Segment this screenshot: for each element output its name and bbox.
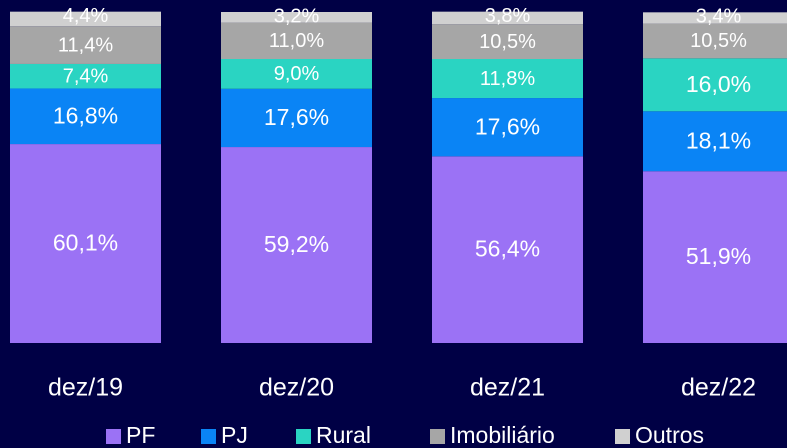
value-label: 59,2%	[264, 231, 329, 257]
legend-swatch	[615, 429, 630, 444]
value-label: 10,5%	[479, 31, 536, 53]
bar-segment	[643, 171, 787, 343]
bar-segment	[432, 59, 583, 99]
bar-segment	[10, 11, 161, 27]
value-label: 11,8%	[480, 68, 535, 90]
x-tick-label: dez/20	[259, 374, 334, 402]
bar-segment	[432, 11, 583, 25]
bar-segment	[643, 12, 787, 24]
value-label: 11,0%	[269, 30, 324, 52]
bar-segment	[432, 24, 583, 60]
bar-segment	[10, 144, 161, 343]
x-tick-label: dez/19	[48, 374, 123, 402]
value-label: 3,2%	[274, 5, 320, 27]
legend-label: Rural	[316, 422, 371, 448]
bar-segment	[10, 63, 161, 89]
bar-segment	[432, 98, 583, 157]
legend-label: PJ	[221, 422, 248, 448]
legend-label: Outros	[635, 422, 704, 448]
legend-swatch	[430, 429, 445, 444]
value-label: 17,6%	[264, 104, 329, 130]
x-tick-label: dez/22	[681, 374, 756, 402]
bar-segment	[221, 22, 372, 60]
bar-segment	[221, 88, 372, 148]
bar-segment	[221, 59, 372, 89]
value-label: 9,0%	[274, 63, 320, 85]
value-label: 56,4%	[475, 236, 540, 262]
value-label: 3,8%	[485, 5, 531, 27]
bar-segment	[221, 147, 372, 343]
value-label: 11,4%	[58, 34, 113, 56]
bar-segment	[643, 111, 787, 172]
x-tick-label: dez/21	[470, 374, 545, 402]
value-label: 3,4%	[696, 6, 742, 28]
legend-label: PF	[126, 422, 155, 448]
legend-swatch	[106, 429, 121, 444]
value-label: 4,4%	[63, 5, 109, 27]
value-label: 51,9%	[686, 243, 751, 269]
value-label: 17,6%	[475, 113, 540, 139]
bar-segment	[432, 156, 583, 343]
legend-swatch	[296, 429, 311, 444]
value-label: 10,5%	[690, 30, 747, 52]
bar-segment	[643, 23, 787, 59]
bar-segment	[643, 58, 787, 112]
value-label: 18,1%	[686, 127, 751, 153]
bar-segment	[10, 26, 161, 64]
value-label: 7,4%	[63, 65, 109, 87]
bar-segment	[10, 88, 161, 145]
legend-label: Imobiliário	[450, 422, 555, 448]
value-label: 60,1%	[53, 230, 118, 256]
value-label: 16,8%	[53, 102, 118, 128]
value-label: 16,0%	[686, 71, 751, 97]
legend-swatch	[201, 429, 216, 444]
bar-segment	[221, 12, 372, 23]
